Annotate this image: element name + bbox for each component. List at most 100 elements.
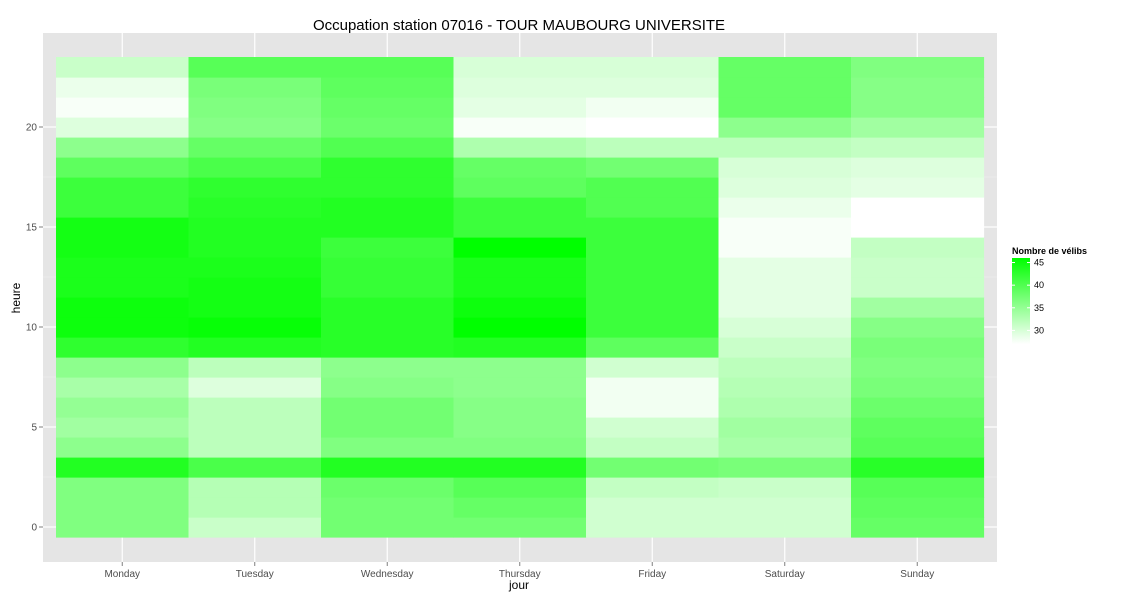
heatmap-cell xyxy=(321,477,455,498)
heatmap-cell xyxy=(453,117,587,138)
heatmap-cell xyxy=(586,497,720,518)
heatmap-cell xyxy=(188,297,322,318)
heatmap-cell xyxy=(586,397,720,418)
heatmap-cell xyxy=(188,417,322,438)
heatmap-cell xyxy=(851,157,985,178)
heatmap-cell xyxy=(851,217,985,238)
heatmap-tiles xyxy=(56,57,985,538)
heatmap-cell xyxy=(321,157,455,178)
heatmap-cell xyxy=(851,97,985,118)
heatmap-cell xyxy=(851,437,985,458)
heatmap-cell xyxy=(188,477,322,498)
heatmap-cell xyxy=(453,277,587,298)
heatmap-cell xyxy=(56,457,190,478)
heatmap-cell xyxy=(321,497,455,518)
y-tick-label: 0 xyxy=(31,523,37,534)
heatmap-cell xyxy=(851,257,985,278)
x-tick-label: Tuesday xyxy=(236,569,274,580)
heatmap-cell xyxy=(453,157,587,178)
heatmap-cell xyxy=(718,97,852,118)
heatmap-cell xyxy=(586,517,720,538)
heatmap-cell xyxy=(718,357,852,378)
heatmap-cell xyxy=(851,177,985,198)
heatmap-cell xyxy=(718,317,852,338)
heatmap-cell xyxy=(56,177,190,198)
heatmap-cell xyxy=(586,257,720,278)
heatmap-cell xyxy=(586,317,720,338)
legend-tick-label: 35 xyxy=(1034,303,1044,313)
heatmap-cell xyxy=(586,177,720,198)
heatmap-cell xyxy=(453,97,587,118)
heatmap-cell xyxy=(851,117,985,138)
y-tick-label: 20 xyxy=(26,123,38,134)
heatmap-cell xyxy=(718,277,852,298)
heatmap-cell xyxy=(56,137,190,158)
heatmap-cell xyxy=(56,397,190,418)
heatmap-cell xyxy=(56,197,190,218)
heatmap-cell xyxy=(851,77,985,98)
heatmap-cell xyxy=(321,137,455,158)
heatmap-cell xyxy=(851,297,985,318)
heatmap-cell xyxy=(453,477,587,498)
heatmap-cell xyxy=(188,457,322,478)
y-axis-title: heure xyxy=(9,282,23,313)
heatmap-cell xyxy=(188,177,322,198)
heatmap-cell xyxy=(453,217,587,238)
heatmap-cell xyxy=(56,337,190,358)
heatmap-cell xyxy=(321,177,455,198)
heatmap-cell xyxy=(188,77,322,98)
heatmap-cell xyxy=(453,497,587,518)
heatmap-cell xyxy=(188,157,322,178)
x-tick-label: Wednesday xyxy=(361,569,414,580)
heatmap-cell xyxy=(586,97,720,118)
heatmap-cell xyxy=(718,197,852,218)
heatmap-cell xyxy=(718,77,852,98)
heatmap-cell xyxy=(56,517,190,538)
heatmap-cell xyxy=(188,337,322,358)
heatmap-cell xyxy=(453,317,587,338)
heatmap-cell xyxy=(56,57,190,78)
heatmap-cell xyxy=(321,277,455,298)
heatmap-cell xyxy=(188,257,322,278)
heatmap-cell xyxy=(453,177,587,198)
heatmap-cell xyxy=(188,217,322,238)
heatmap-cell xyxy=(718,57,852,78)
heatmap-cell xyxy=(718,297,852,318)
x-axis: Monday Tuesday Wednesday Thursday Friday Satu… xyxy=(104,562,934,580)
y-axis: 0 5 10 15 20 xyxy=(26,123,43,534)
heatmap-cell xyxy=(321,337,455,358)
heatmap-cell xyxy=(56,297,190,318)
y-tick-label: 10 xyxy=(26,323,38,334)
heatmap-cell xyxy=(586,137,720,158)
heatmap-cell xyxy=(586,277,720,298)
heatmap-cell xyxy=(586,157,720,178)
x-tick-label: Monday xyxy=(104,569,140,580)
heatmap-cell xyxy=(453,337,587,358)
heatmap-cell xyxy=(586,417,720,438)
heatmap-cell xyxy=(586,357,720,378)
heatmap-cell xyxy=(188,57,322,78)
heatmap-cell xyxy=(321,317,455,338)
heatmap-cell xyxy=(586,57,720,78)
heatmap-cell xyxy=(453,137,587,158)
heatmap-cell xyxy=(56,437,190,458)
heatmap-cell xyxy=(586,437,720,458)
heatmap-cell xyxy=(56,377,190,398)
heatmap-cell xyxy=(188,137,322,158)
heatmap-cell xyxy=(56,417,190,438)
heatmap-cell xyxy=(718,237,852,258)
chart-title: Occupation station 07016 - TOUR MAUBOURG… xyxy=(313,17,725,34)
heatmap-cell xyxy=(321,77,455,98)
heatmap-cell xyxy=(718,217,852,238)
heatmap-cell xyxy=(321,437,455,458)
heatmap-cell xyxy=(851,337,985,358)
heatmap-cell xyxy=(586,237,720,258)
x-tick-label: Saturday xyxy=(765,569,805,580)
heatmap-cell xyxy=(188,237,322,258)
heatmap-cell xyxy=(453,517,587,538)
heatmap-cell xyxy=(321,57,455,78)
heatmap-cell xyxy=(851,277,985,298)
heatmap-cell xyxy=(453,77,587,98)
heatmap-cell xyxy=(321,97,455,118)
